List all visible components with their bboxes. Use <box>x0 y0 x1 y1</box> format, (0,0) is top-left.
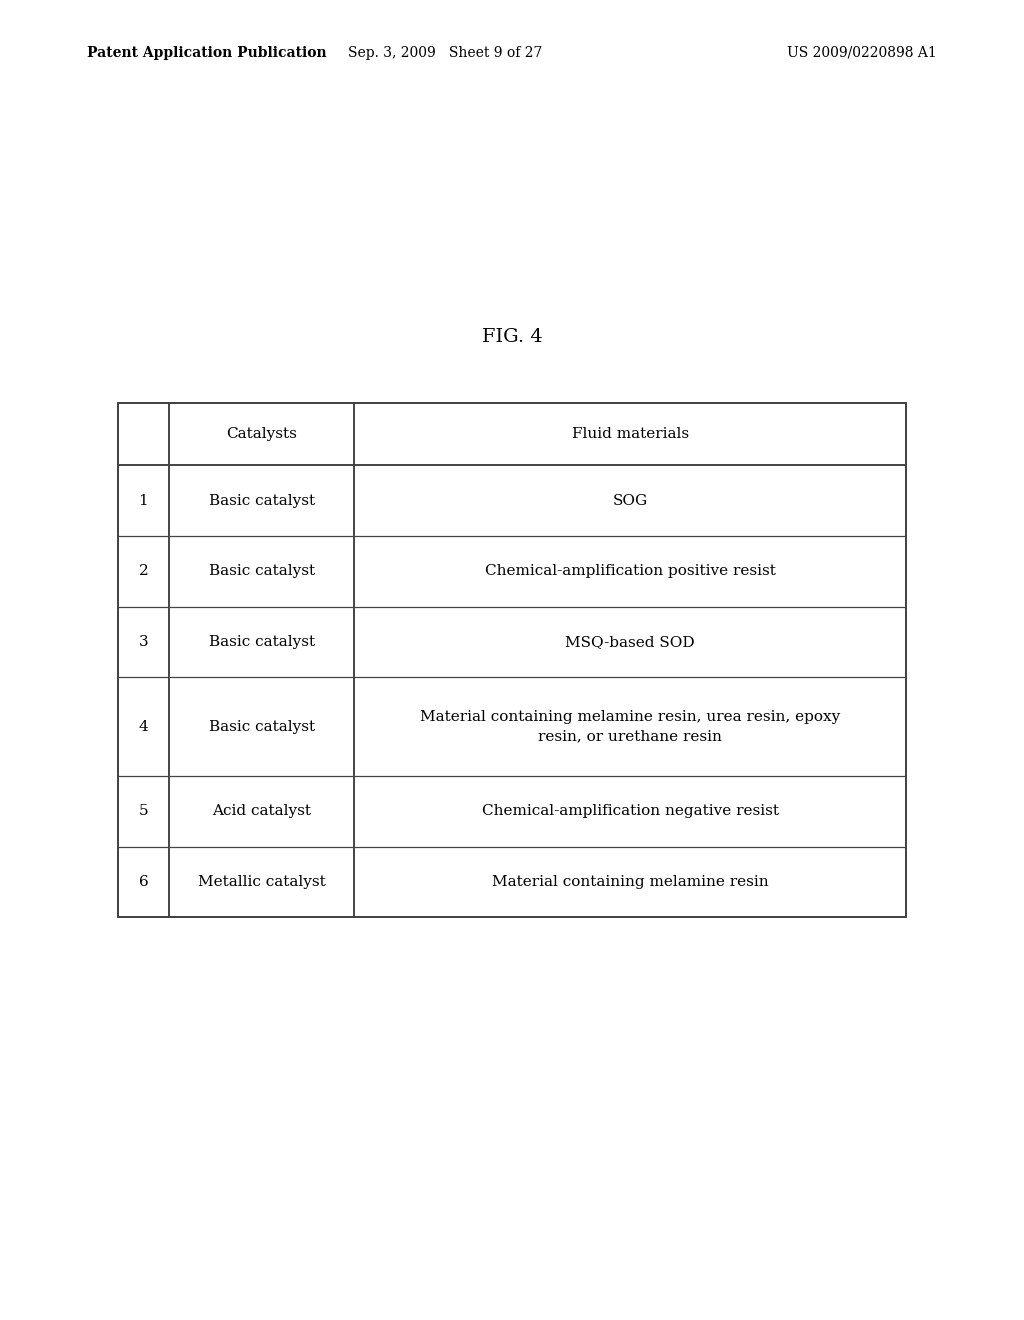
Text: Material containing melamine resin: Material containing melamine resin <box>492 875 769 890</box>
Text: 3: 3 <box>138 635 148 649</box>
Text: Basic catalyst: Basic catalyst <box>209 565 314 578</box>
Bar <box>118 403 906 917</box>
Text: Metallic catalyst: Metallic catalyst <box>198 875 326 890</box>
Text: 5: 5 <box>138 804 148 818</box>
Text: Chemical-amplification positive resist: Chemical-amplification positive resist <box>484 565 776 578</box>
Text: Sep. 3, 2009   Sheet 9 of 27: Sep. 3, 2009 Sheet 9 of 27 <box>348 46 543 59</box>
Text: 2: 2 <box>138 565 148 578</box>
Text: Basic catalyst: Basic catalyst <box>209 494 314 508</box>
Text: 6: 6 <box>138 875 148 890</box>
Text: Fluid materials: Fluid materials <box>571 428 689 441</box>
Text: Material containing melamine resin, urea resin, epoxy
resin, or urethane resin: Material containing melamine resin, urea… <box>420 710 841 743</box>
Text: Basic catalyst: Basic catalyst <box>209 719 314 734</box>
Text: Acid catalyst: Acid catalyst <box>212 804 311 818</box>
Text: 4: 4 <box>138 719 148 734</box>
Text: FIG. 4: FIG. 4 <box>481 327 543 346</box>
Text: MSQ-based SOD: MSQ-based SOD <box>565 635 695 649</box>
Text: Catalysts: Catalysts <box>226 428 297 441</box>
Text: Chemical-amplification negative resist: Chemical-amplification negative resist <box>481 804 779 818</box>
Text: US 2009/0220898 A1: US 2009/0220898 A1 <box>787 46 937 59</box>
Text: Basic catalyst: Basic catalyst <box>209 635 314 649</box>
Text: SOG: SOG <box>612 494 648 508</box>
Text: Patent Application Publication: Patent Application Publication <box>87 46 327 59</box>
Text: 1: 1 <box>138 494 148 508</box>
